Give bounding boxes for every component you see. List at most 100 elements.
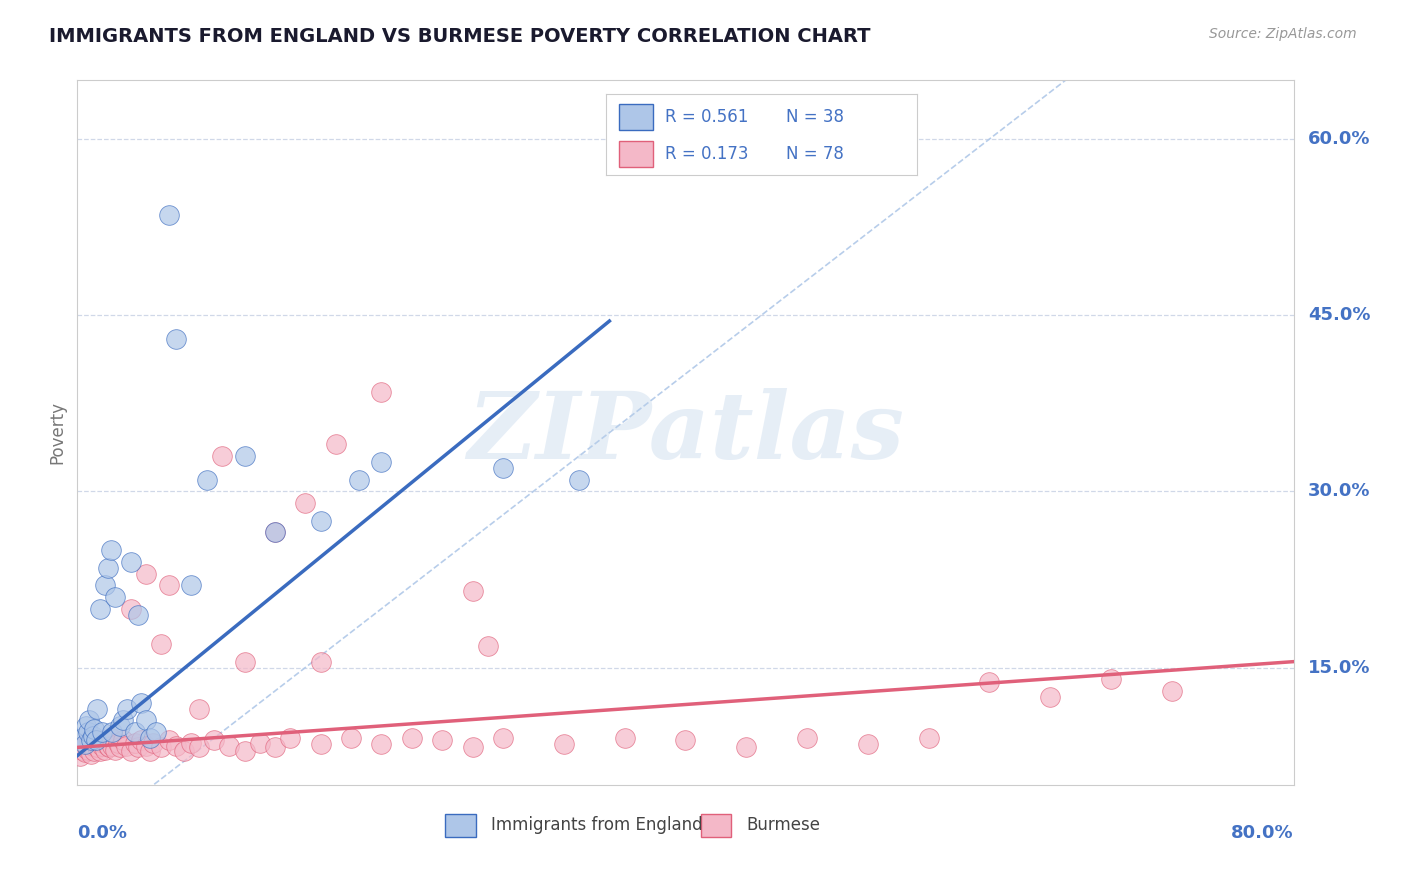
Point (104, 742, 127, 756)
Point (135, 714, 157, 728)
Point (568, 473, 591, 487)
Point (340, 731, 363, 745)
Point (93, 578, 115, 592)
Point (120, 744, 142, 758)
Point (218, 739, 240, 754)
Point (91, 736, 114, 750)
Point (111, 714, 134, 728)
Point (70, 742, 93, 756)
Point (370, 737, 392, 751)
Point (278, 731, 301, 745)
Point (461, 584, 484, 599)
Point (180, 578, 202, 592)
Point (675, 733, 697, 747)
Point (149, 637, 172, 651)
Point (69, 748, 91, 763)
Point (135, 739, 157, 754)
Point (75, 719, 97, 733)
Point (97, 560, 120, 574)
Point (309, 737, 332, 751)
Point (104, 590, 127, 604)
Point (124, 725, 146, 739)
Text: ZIPatlas: ZIPatlas (467, 388, 904, 477)
Point (98, 740, 121, 755)
Point (173, 744, 195, 758)
Point (796, 731, 818, 745)
Point (117, 701, 139, 715)
Point (202, 733, 225, 747)
Text: 15.0%: 15.0% (1308, 658, 1371, 676)
Point (86, 701, 108, 715)
Point (82, 739, 104, 754)
Point (84, 736, 107, 750)
Point (73, 745, 96, 759)
Point (82, 729, 104, 743)
Point (129, 733, 152, 747)
Point (79, 714, 101, 728)
Text: 30.0%: 30.0% (1308, 483, 1371, 500)
Point (401, 731, 423, 745)
Point (157, 208, 180, 222)
Text: 0.0%: 0.0% (77, 823, 128, 842)
Point (90, 739, 112, 754)
Point (129, 696, 152, 710)
Point (139, 731, 162, 745)
Point (856, 737, 879, 751)
Point (83, 722, 105, 736)
Point (100, 731, 122, 745)
Point (233, 449, 256, 463)
Point (115, 739, 138, 754)
Point (96, 733, 118, 747)
Point (70, 731, 93, 745)
Text: Source: ZipAtlas.com: Source: ZipAtlas.com (1209, 27, 1357, 41)
Point (294, 496, 316, 510)
Point (86, 740, 108, 755)
Point (370, 384, 392, 399)
Point (613, 731, 636, 745)
Point (145, 725, 167, 739)
Point (979, 674, 1001, 689)
Point (73, 737, 96, 751)
Point (90, 725, 112, 739)
Point (89, 601, 111, 615)
Point (142, 736, 165, 750)
Point (264, 740, 287, 755)
Point (461, 740, 484, 755)
Point (233, 655, 256, 669)
Point (77, 742, 100, 756)
Point (87, 733, 110, 747)
Point (101, 725, 124, 739)
Text: 80.0%: 80.0% (1230, 823, 1294, 842)
Point (80, 733, 103, 747)
Point (80, 747, 103, 762)
Point (370, 455, 392, 469)
Point (553, 737, 575, 751)
Point (249, 736, 271, 750)
Point (83, 744, 105, 758)
Point (165, 739, 187, 754)
Point (264, 525, 287, 540)
Point (75, 737, 97, 751)
Point (97, 739, 120, 754)
Point (188, 701, 211, 715)
Point (111, 733, 134, 747)
Point (135, 566, 157, 581)
Point (1039, 690, 1062, 704)
Point (492, 731, 515, 745)
Point (93, 742, 115, 756)
Point (264, 525, 287, 540)
Point (165, 332, 187, 346)
Point (735, 740, 758, 755)
Point (139, 744, 162, 758)
Point (72, 740, 94, 755)
Point (233, 744, 256, 758)
Point (211, 449, 233, 463)
Point (108, 740, 131, 755)
Point (124, 736, 146, 750)
Point (89, 744, 111, 758)
Point (79, 733, 101, 747)
Point (1161, 684, 1184, 698)
Point (157, 733, 180, 747)
Point (77, 725, 100, 739)
Point (120, 555, 142, 569)
